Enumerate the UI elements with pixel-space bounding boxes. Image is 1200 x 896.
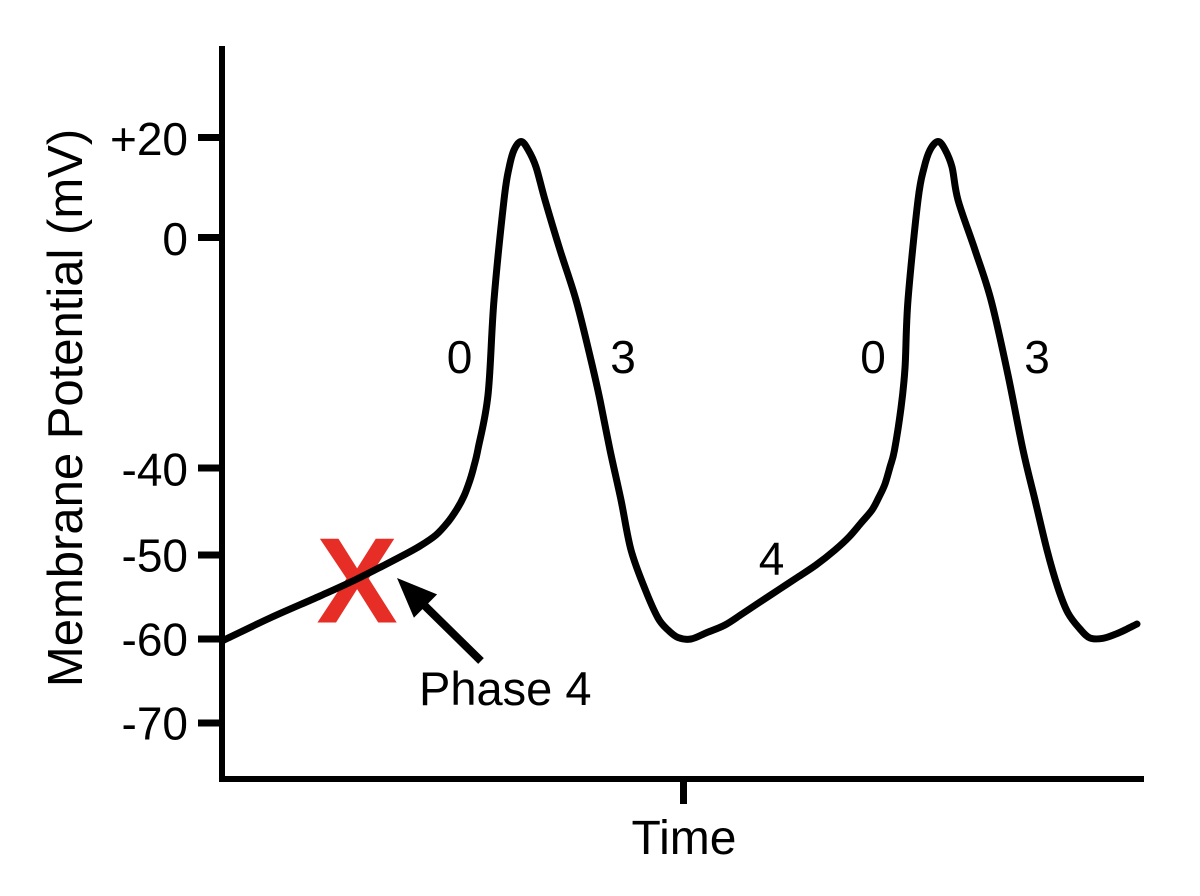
svg-text:0: 0 [447,331,473,383]
svg-text:+20: +20 [110,113,188,165]
svg-text:Time: Time [632,812,737,865]
svg-text:0: 0 [162,213,188,265]
svg-text:-60: -60 [122,614,188,666]
svg-text:3: 3 [1024,331,1050,383]
svg-text:-50: -50 [122,530,188,582]
svg-text:Phase 4: Phase 4 [419,662,591,715]
svg-text:3: 3 [610,331,636,383]
svg-text:4: 4 [759,533,785,585]
svg-text:Membrane Potential (mV): Membrane Potential (mV) [39,129,93,687]
svg-text:-70: -70 [122,698,188,750]
svg-text:-40: -40 [122,444,188,496]
svg-text:0: 0 [860,331,886,383]
